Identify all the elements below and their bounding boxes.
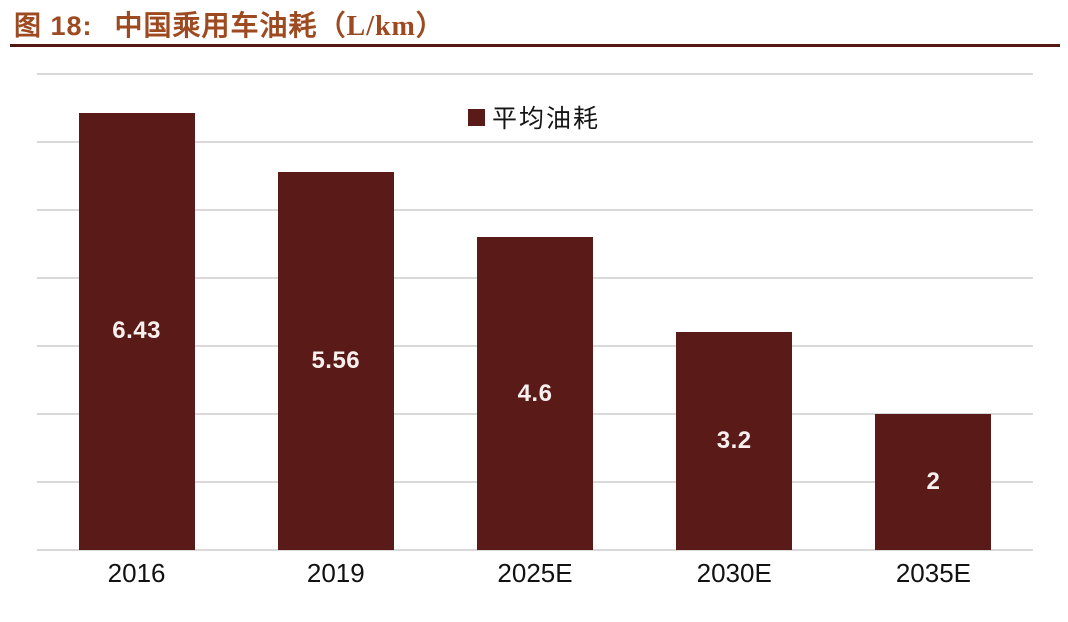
figure-title: 图 18: 中国乘用车油耗（L/km） [14, 4, 445, 44]
x-axis-label-2030E: 2030E [696, 558, 772, 588]
title-underline [10, 44, 1060, 47]
figure-number: 图 18: [14, 11, 93, 41]
x-axis-label-2019: 2019 [306, 558, 365, 588]
bar-value-label: 6.43 [112, 317, 161, 345]
chart-legend: 平均油耗 [468, 99, 600, 135]
bar-2016: 6.43 [78, 112, 195, 550]
legend-swatch-icon [468, 108, 485, 126]
plot-area: 6.43 5.56 4.6 3.2 2 [37, 73, 1033, 551]
bar-2035E: 2 [875, 414, 992, 550]
x-axis-baseline [37, 549, 1033, 551]
x-axis-label-2025E: 2025E [497, 558, 573, 588]
bar-2030E: 3.2 [676, 332, 793, 550]
bar-2019: 5.56 [277, 171, 394, 550]
gridline [37, 73, 1033, 75]
legend-label: 平均油耗 [492, 106, 601, 133]
gridline [37, 141, 1033, 143]
bar-2025E: 4.6 [477, 237, 593, 550]
bar-value-label: 5.56 [311, 346, 361, 374]
bar-value-label: 2 [926, 468, 941, 495]
x-axis: 2016 2019 2025E 2030E 2035E [37, 558, 1033, 596]
figure-title-text: 中国乘用车油耗（L/km） [114, 11, 445, 42]
x-axis-label-2016: 2016 [107, 558, 166, 588]
bar-value-label: 3.2 [716, 427, 752, 455]
bar-value-label: 4.6 [517, 379, 553, 407]
x-axis-label-2035E: 2035E [895, 558, 971, 588]
gridline [37, 209, 1033, 211]
